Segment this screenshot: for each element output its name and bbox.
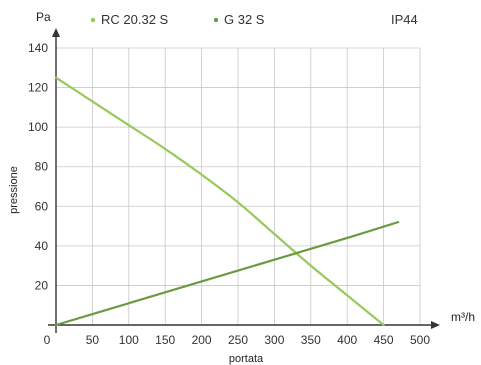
x-tick-labels: 0 50 100 150 200 250 300 350 400 450 500 — [44, 333, 431, 347]
x-tick-label: 250 — [228, 333, 248, 347]
y-tick-labels: 20 40 60 80 100 120 140 — [28, 41, 48, 292]
y-tick-label: 100 — [28, 120, 48, 134]
y-tick-label: 80 — [35, 160, 49, 174]
series-line-g-32-s — [54, 221, 400, 327]
y-unit-label: Pa — [36, 10, 51, 24]
y-tick-label: 120 — [28, 81, 48, 95]
y-tick-label: 140 — [28, 41, 48, 55]
series-line-rc-20-32-s — [54, 76, 385, 327]
ip-rating: IP44 — [391, 12, 418, 27]
x-tick-label: 500 — [410, 333, 430, 347]
x-axis — [48, 321, 440, 329]
legend-marker-g-32-s — [213, 17, 219, 23]
x-tick-label: 150 — [155, 333, 175, 347]
y-axis-title: pressione — [8, 166, 20, 214]
x-axis-title: portata — [229, 353, 264, 365]
series-lines — [54, 76, 400, 327]
legend-label-rc-20-32-s: RC 20.32 S — [101, 12, 169, 27]
x-tick-label: 100 — [119, 333, 139, 347]
x-tick-label: 350 — [301, 333, 321, 347]
y-tick-label: 20 — [35, 278, 49, 292]
x-tick-label: 450 — [374, 333, 394, 347]
x-tick-label: 200 — [192, 333, 212, 347]
x-tick-label: 300 — [264, 333, 284, 347]
y-tick-label: 60 — [35, 199, 49, 213]
grid — [56, 47, 421, 325]
x-axis-arrow-icon — [431, 321, 440, 329]
legend-label-g-32-s: G 32 S — [224, 12, 265, 27]
legend-marker-rc-20-32-s — [90, 17, 96, 23]
y-axis — [52, 28, 60, 333]
y-tick-label: 40 — [35, 239, 49, 253]
x-tick-label: 0 — [44, 333, 51, 347]
x-tick-label: 50 — [86, 333, 100, 347]
y-axis-arrow-icon — [52, 28, 60, 37]
x-unit-label: m³/h — [451, 310, 475, 324]
legend: RC 20.32 S G 32 S — [90, 12, 265, 27]
x-tick-label: 400 — [337, 333, 357, 347]
